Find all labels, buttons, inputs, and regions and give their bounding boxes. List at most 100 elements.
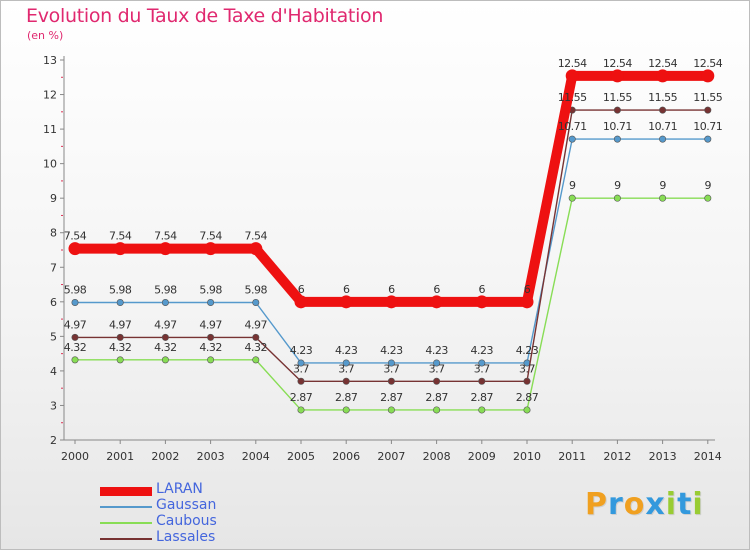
data-label-lassales: 4.97 xyxy=(109,318,132,331)
y-tick-label: 2 xyxy=(50,434,57,447)
data-point-caubous xyxy=(297,406,305,414)
data-label-laran: 6 xyxy=(388,283,395,296)
data-label-laran: 6 xyxy=(479,283,486,296)
data-label-laran: 12.54 xyxy=(693,57,722,70)
y-tick-label: 12 xyxy=(43,89,57,102)
logo-letter: i xyxy=(665,487,678,522)
data-point-gaussan xyxy=(161,299,169,307)
data-label-caubous: 4.32 xyxy=(109,341,132,354)
data-label-gaussan: 4.23 xyxy=(425,344,448,357)
data-point-gaussan xyxy=(433,359,441,367)
chart-title: Evolution du Taux de Taxe d'Habitation xyxy=(26,5,384,27)
data-label-laran: 6 xyxy=(298,283,305,296)
x-tick-label: 2003 xyxy=(197,450,225,463)
legend-swatch xyxy=(100,506,152,508)
data-label-caubous: 4.32 xyxy=(245,341,268,354)
data-label-lassales: 11.55 xyxy=(558,91,587,104)
data-point-gaussan xyxy=(207,299,215,307)
data-label-laran: 12.54 xyxy=(558,57,587,70)
data-label-caubous: 2.87 xyxy=(516,391,539,404)
data-label-caubous: 4.32 xyxy=(199,341,222,354)
data-label-caubous: 9 xyxy=(659,179,666,192)
data-label-caubous: 4.32 xyxy=(154,341,177,354)
data-point-lassales xyxy=(387,377,395,385)
x-tick-label: 2010 xyxy=(513,450,541,463)
x-tick-label: 2008 xyxy=(423,450,451,463)
data-label-laran: 7.54 xyxy=(109,230,132,243)
data-point-laran xyxy=(113,242,127,256)
y-tick-label: 4 xyxy=(50,365,57,378)
data-label-lassales: 3.7 xyxy=(293,362,309,375)
data-point-gaussan xyxy=(478,359,486,367)
data-label-lassales: 11.55 xyxy=(648,91,677,104)
data-point-lassales xyxy=(659,106,667,114)
y-tick-label: 13 xyxy=(43,54,57,67)
y-axis-unit-label: (en %) xyxy=(27,29,64,42)
data-point-lassales xyxy=(433,377,441,385)
data-point-laran xyxy=(520,295,534,309)
x-tick-label: 2009 xyxy=(468,450,496,463)
x-tick-label: 2005 xyxy=(287,450,315,463)
data-point-laran xyxy=(68,242,82,256)
x-tick-label: 2012 xyxy=(603,450,631,463)
y-tick-label: 3 xyxy=(50,399,57,412)
logo-letter: P xyxy=(585,487,608,522)
legend-swatch xyxy=(100,486,152,496)
data-point-laran xyxy=(204,242,218,256)
data-point-laran xyxy=(384,295,398,309)
data-point-gaussan xyxy=(568,135,576,143)
data-point-laran xyxy=(565,69,579,83)
legend-label: Caubous xyxy=(156,513,217,529)
data-point-lassales xyxy=(342,377,350,385)
data-label-caubous: 9 xyxy=(705,179,712,192)
y-tick-label: 6 xyxy=(50,296,57,309)
y-tick-label: 7 xyxy=(50,261,57,274)
data-label-laran: 7.54 xyxy=(154,230,177,243)
data-point-gaussan xyxy=(71,299,79,307)
x-tick-label: 2006 xyxy=(332,450,360,463)
data-label-lassales: 3.7 xyxy=(429,362,445,375)
data-label-gaussan: 5.98 xyxy=(64,284,87,297)
legend-label: Lassales xyxy=(156,529,216,545)
data-label-laran: 7.54 xyxy=(199,230,222,243)
data-label-lassales: 11.55 xyxy=(693,91,722,104)
data-point-lassales xyxy=(613,106,621,114)
data-point-caubous xyxy=(252,356,260,364)
data-point-laran xyxy=(294,295,308,309)
x-tick-label: 2014 xyxy=(694,450,722,463)
data-point-caubous xyxy=(116,356,124,364)
data-label-gaussan: 5.98 xyxy=(109,284,132,297)
x-tick-label: 2011 xyxy=(558,450,586,463)
data-label-caubous: 4.32 xyxy=(64,341,87,354)
data-point-laran xyxy=(249,242,263,256)
data-label-caubous: 2.87 xyxy=(290,391,313,404)
data-point-caubous xyxy=(387,406,395,414)
data-label-gaussan: 5.98 xyxy=(199,284,222,297)
data-label-gaussan: 4.23 xyxy=(471,344,494,357)
logo-letter: r xyxy=(608,487,624,522)
data-label-laran: 6 xyxy=(343,283,350,296)
data-point-caubous xyxy=(523,406,531,414)
data-point-laran xyxy=(475,295,489,309)
data-label-gaussan: 4.23 xyxy=(380,344,403,357)
x-tick-label: 2000 xyxy=(61,450,89,463)
y-tick-label: 10 xyxy=(43,158,57,171)
data-point-lassales xyxy=(161,333,169,341)
data-label-caubous: 2.87 xyxy=(425,391,448,404)
data-point-lassales xyxy=(704,106,712,114)
data-point-gaussan xyxy=(342,359,350,367)
data-label-caubous: 2.87 xyxy=(471,391,494,404)
data-point-lassales xyxy=(478,377,486,385)
data-point-laran xyxy=(158,242,172,256)
data-label-lassales: 11.55 xyxy=(603,91,632,104)
data-label-lassales: 4.97 xyxy=(154,318,177,331)
data-point-caubous xyxy=(342,406,350,414)
logo-letter: x xyxy=(645,487,666,522)
data-point-caubous xyxy=(704,194,712,202)
data-label-lassales: 3.7 xyxy=(338,362,354,375)
x-tick-label: 2007 xyxy=(377,450,405,463)
line-chart: 2 3 4 5 6 7 8 9 10 11 12 13 2000 2001 2002 2003 2004 2005… xyxy=(43,54,723,463)
x-tick-label: 2001 xyxy=(106,450,134,463)
axes: 2 3 4 5 6 7 8 9 10 11 12 13 2000 2001 2002 2003 2004 2005… xyxy=(43,54,722,463)
logo-letter: o xyxy=(623,487,646,522)
